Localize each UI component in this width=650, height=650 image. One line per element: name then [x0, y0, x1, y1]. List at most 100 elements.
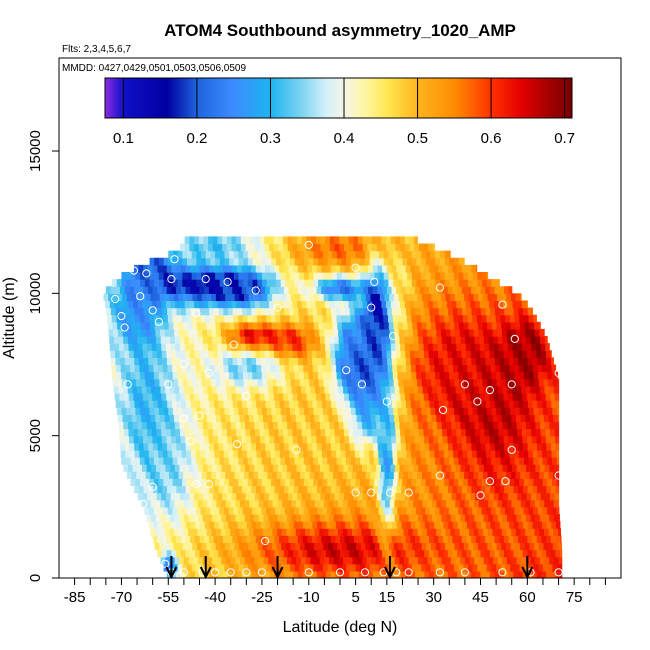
heatmap-cell	[358, 264, 365, 273]
heatmap-cell	[471, 521, 477, 529]
heatmap-cell	[222, 535, 229, 544]
heatmap-cell	[151, 428, 158, 437]
heatmap-cell	[496, 321, 502, 330]
heatmap-cell	[458, 506, 464, 515]
heatmap-cell	[429, 521, 435, 529]
heatmap-cell	[143, 286, 149, 294]
heatmap-cell	[367, 428, 373, 437]
heatmap-cell	[269, 435, 275, 444]
heatmap-cell	[379, 378, 385, 387]
heatmap-cell	[504, 521, 510, 529]
heatmap-cell	[181, 521, 187, 529]
heatmap-cell	[424, 357, 430, 366]
heatmap-cell	[535, 428, 542, 437]
heatmap-cell	[286, 414, 292, 423]
heatmap-cell	[321, 570, 327, 578]
heatmap-cell	[183, 471, 189, 479]
heatmap-cell	[188, 528, 194, 536]
heatmap-cell	[507, 492, 514, 501]
heatmap-cell	[184, 300, 190, 309]
heatmap-cell	[166, 535, 172, 544]
heatmap-cell	[232, 264, 238, 273]
heatmap-cell	[297, 428, 303, 437]
heatmap-cell	[518, 442, 524, 451]
heatmap-cell	[408, 336, 415, 344]
heatmap-cell	[330, 549, 336, 558]
heatmap-cell	[427, 336, 433, 344]
heatmap-cell	[228, 478, 235, 487]
heatmap-cell	[421, 257, 427, 266]
flight-arrow	[521, 556, 534, 580]
heatmap-cell	[187, 271, 193, 280]
heatmap-cell	[331, 400, 337, 408]
heatmap-cell	[271, 257, 277, 266]
heatmap-cell	[527, 400, 534, 408]
heatmap-cell	[275, 279, 282, 287]
heatmap-cell	[449, 457, 455, 465]
heatmap-cell	[191, 563, 197, 572]
heatmap-cell	[477, 563, 483, 572]
heatmap-cell	[298, 521, 304, 529]
heatmap-cell	[364, 457, 370, 465]
heatmap-cell	[347, 293, 353, 302]
heatmap-cell	[211, 414, 217, 423]
heatmap-cell	[134, 357, 140, 366]
heatmap-cell	[232, 485, 238, 494]
heatmap-cell	[419, 435, 425, 444]
observation-point	[145, 536, 154, 546]
heatmap-cell	[485, 307, 491, 316]
heatmap-cell	[486, 478, 492, 487]
heatmap-cell	[493, 343, 500, 351]
heatmap-cell	[457, 521, 463, 529]
heatmap-cell	[437, 464, 443, 472]
heatmap-cell	[452, 521, 459, 529]
heatmap-cell	[440, 321, 446, 330]
heatmap-cell	[445, 471, 451, 479]
heatmap-cell	[471, 442, 477, 451]
heatmap-cell	[411, 271, 418, 280]
heatmap-cell	[312, 442, 318, 451]
heatmap-cell	[309, 471, 315, 479]
heatmap-cell	[468, 293, 475, 302]
heatmap-cell	[398, 293, 404, 302]
heatmap-cell	[166, 264, 172, 273]
heatmap-cell	[488, 513, 494, 522]
heatmap-cell	[164, 528, 170, 536]
heatmap-cell	[251, 307, 257, 316]
heatmap-cell	[508, 485, 515, 494]
heatmap-cell	[213, 435, 219, 444]
heatmap-cell	[447, 435, 453, 444]
heatmap-cell	[465, 428, 471, 437]
heatmap-cell	[266, 279, 272, 287]
heatmap-cell	[346, 321, 352, 330]
heatmap-cell	[501, 528, 508, 536]
heatmap-cell	[161, 492, 167, 501]
heatmap-cell	[417, 528, 423, 536]
heatmap-cell	[230, 528, 236, 536]
heatmap-cell	[259, 236, 265, 245]
heatmap-cell	[350, 506, 356, 515]
heatmap-cell	[252, 279, 258, 287]
heatmap-cell	[151, 513, 157, 522]
heatmap-cell	[496, 542, 502, 551]
heatmap-cell	[313, 250, 319, 259]
heatmap-cell	[185, 357, 191, 366]
heatmap-cell	[180, 264, 187, 273]
heatmap-cell	[264, 300, 270, 309]
heatmap-cell	[295, 293, 301, 302]
heatmap-cell	[355, 250, 361, 259]
heatmap-cell	[295, 378, 301, 387]
heatmap-cell	[395, 428, 401, 437]
heatmap-cell	[194, 264, 201, 273]
heatmap-cell	[268, 428, 275, 437]
heatmap-cell	[168, 257, 174, 266]
heatmap-cell	[391, 392, 397, 401]
colorbar-tick-label: 0.2	[186, 130, 207, 147]
heatmap-cell	[186, 364, 192, 373]
heatmap-cell	[277, 528, 283, 536]
heatmap-cell	[409, 343, 415, 351]
heatmap-cell	[457, 286, 463, 294]
heatmap-cell	[182, 321, 188, 330]
heatmap-cell	[525, 414, 531, 423]
heatmap-cell	[368, 449, 375, 458]
